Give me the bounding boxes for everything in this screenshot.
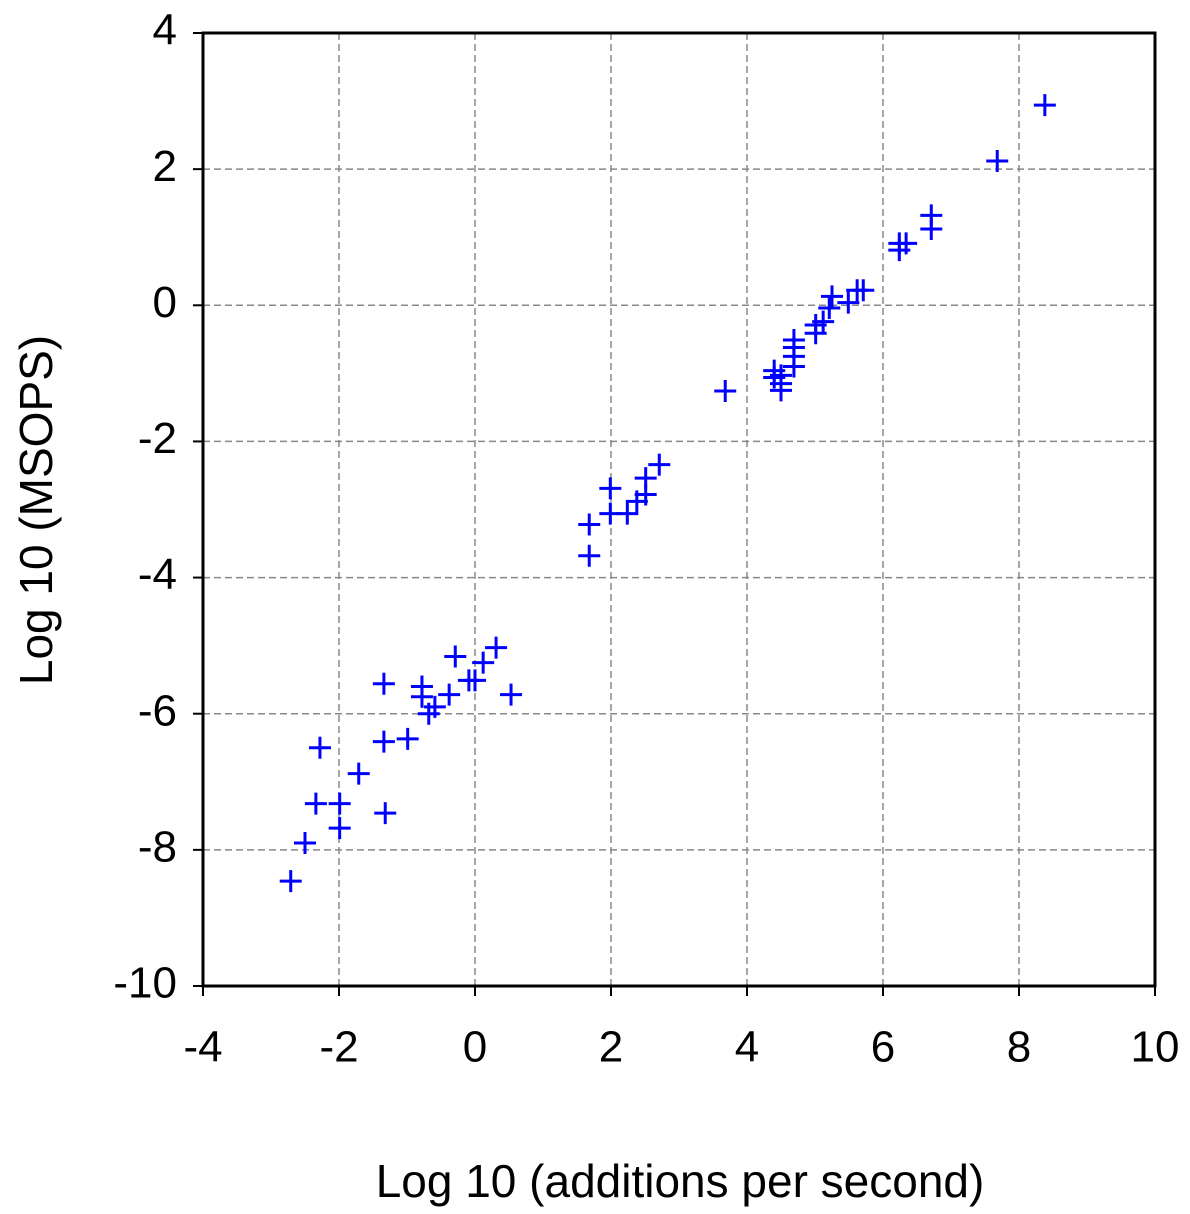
point: [1033, 94, 1056, 117]
point: [578, 544, 601, 567]
point: [372, 672, 395, 695]
point: [279, 870, 302, 893]
point: [578, 513, 601, 536]
point: [328, 817, 351, 840]
point: [782, 355, 805, 378]
x-tick-label: 8: [1007, 1023, 1031, 1072]
point: [417, 702, 440, 725]
y-tick-label: 4: [153, 6, 177, 55]
point: [396, 727, 419, 750]
y-tick-label: -8: [138, 822, 177, 871]
x-axis-title: Log 10 (additions per second): [376, 1155, 985, 1207]
point: [472, 651, 495, 674]
point: [648, 453, 671, 476]
point: [714, 380, 737, 403]
point: [308, 736, 331, 759]
x-tick-label: 10: [1131, 1023, 1180, 1072]
point: [485, 636, 508, 659]
point: [328, 792, 351, 815]
y-tick-label: 2: [153, 142, 177, 191]
point: [818, 297, 841, 320]
y-tick-label: -2: [138, 414, 177, 463]
point: [372, 730, 395, 753]
point: [410, 685, 433, 708]
point: [599, 477, 622, 500]
point: [837, 291, 860, 314]
x-tick-label: -2: [319, 1023, 358, 1072]
y-axis-title: Log 10 (MSOPS): [10, 335, 62, 685]
point: [821, 285, 843, 308]
point: [500, 683, 523, 706]
point: [846, 279, 869, 302]
point: [444, 645, 467, 668]
plot-frame: [201, 31, 1157, 988]
y-tick-label: -6: [138, 686, 177, 735]
x-tick-label: 0: [463, 1023, 487, 1072]
point: [304, 792, 327, 815]
y-tick-label: -4: [138, 550, 177, 599]
y-tick-label: 0: [153, 278, 177, 327]
point: [625, 490, 648, 513]
point: [347, 762, 370, 785]
x-tick-label: 4: [735, 1023, 759, 1072]
point: [294, 832, 316, 855]
x-tick-label: 2: [599, 1023, 623, 1072]
point: [770, 379, 792, 402]
x-tick-label: -4: [183, 1023, 222, 1072]
y-tick-label: -10: [113, 959, 177, 1008]
point: [804, 322, 827, 345]
point: [457, 669, 480, 692]
x-tick-label: 6: [871, 1023, 895, 1072]
point: [374, 802, 397, 825]
point: [888, 239, 911, 262]
point: [599, 502, 622, 525]
point: [986, 149, 1009, 172]
point: [920, 218, 943, 241]
point: [438, 683, 461, 706]
